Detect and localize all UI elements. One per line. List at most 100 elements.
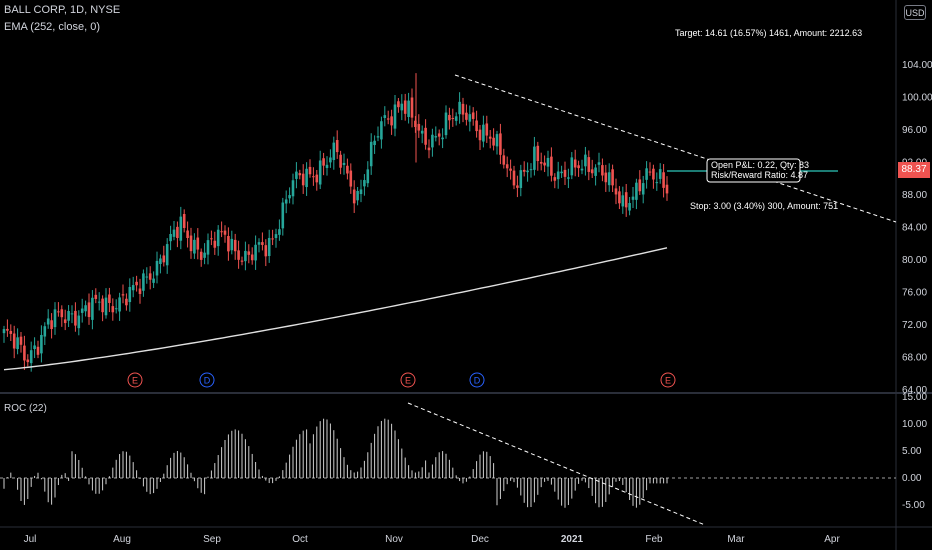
candle [580, 159, 584, 175]
candle [135, 275, 138, 292]
candle [169, 225, 172, 251]
candle [125, 293, 128, 311]
roc-tick-label: 15.00 [902, 392, 927, 403]
candle [322, 152, 325, 176]
candle [240, 256, 244, 266]
candle [624, 183, 628, 217]
candle [176, 221, 179, 248]
candle [492, 128, 495, 151]
candle [652, 164, 655, 189]
candle [189, 227, 193, 259]
candle [104, 288, 108, 319]
time-label: Aug [113, 534, 131, 545]
candle [516, 175, 519, 198]
candle [590, 159, 594, 179]
candle [359, 179, 363, 203]
candle [155, 251, 159, 284]
candle [482, 115, 485, 148]
candle [271, 229, 274, 246]
candle [315, 169, 319, 191]
candle [509, 159, 512, 180]
candle [536, 141, 540, 171]
candle [648, 162, 652, 176]
candle [611, 164, 614, 193]
candle [223, 225, 227, 243]
currency-badge[interactable]: USD [904, 5, 926, 20]
candle [502, 148, 506, 169]
candle [264, 239, 268, 267]
candle [349, 163, 353, 194]
candle [376, 126, 380, 142]
candle [118, 292, 121, 321]
dividend-marker[interactable]: D [199, 372, 215, 388]
candle [152, 271, 155, 288]
candle [80, 298, 84, 323]
candle [298, 169, 302, 180]
candle [213, 231, 217, 255]
dividend-marker[interactable]: D [469, 372, 485, 388]
candle [448, 107, 451, 130]
candle [363, 174, 366, 196]
candle [60, 305, 64, 327]
candle [614, 178, 618, 205]
candle [267, 229, 271, 263]
earnings-marker[interactable]: E [660, 372, 676, 388]
candle [352, 180, 356, 213]
candle [114, 299, 118, 314]
candle [594, 164, 597, 186]
roc-axis[interactable]: 15.00 10.00 5.00 0.00 -5.00 [902, 392, 927, 511]
candle [461, 97, 465, 123]
candle [662, 164, 665, 198]
candle [665, 176, 669, 201]
price-axis[interactable]: 104.00100.0096.0092.0088.0084.0080.0076.… [902, 60, 932, 396]
candle [488, 130, 492, 149]
candle [84, 300, 87, 317]
candle [427, 139, 431, 159]
candle [641, 175, 645, 204]
roc-histogram [3, 418, 668, 508]
candle [128, 278, 132, 312]
candle [400, 94, 404, 121]
candle [621, 186, 625, 214]
candle [172, 221, 176, 241]
candle [550, 147, 553, 182]
earnings-marker[interactable]: E [127, 372, 143, 388]
time-label: Jul [24, 534, 37, 545]
candle [403, 93, 407, 121]
candle [522, 161, 526, 177]
candle [325, 156, 329, 176]
candle [573, 149, 577, 177]
time-axis[interactable]: Jul Aug Sep Oct Nov Dec 2021 Feb Mar Apr [24, 534, 841, 545]
candle [43, 322, 47, 346]
time-label: Apr [824, 534, 840, 545]
candle [193, 233, 196, 259]
time-label: Sep [203, 534, 221, 545]
candle [40, 325, 43, 363]
candle [638, 170, 642, 195]
candle [247, 244, 251, 264]
position-info-box[interactable] [706, 158, 801, 183]
candle [9, 324, 13, 342]
price-trendline[interactable] [454, 74, 897, 223]
candle [308, 159, 312, 178]
ema-legend[interactable]: EMA (252, close, 0) [4, 21, 100, 33]
candle [148, 266, 152, 290]
candle [414, 116, 417, 133]
candle [342, 153, 346, 175]
price-tick-label: 68.00 [902, 353, 927, 364]
candle [434, 126, 438, 142]
candle [284, 190, 288, 214]
symbol-legend[interactable]: BALL CORP, 1D, NYSE [4, 4, 121, 16]
candle [196, 228, 200, 260]
candle [397, 98, 400, 113]
earnings-marker[interactable]: E [400, 372, 416, 388]
candle [288, 187, 291, 204]
candle [203, 243, 206, 265]
candle [142, 269, 145, 297]
roc-trendline[interactable] [407, 402, 706, 526]
candle [305, 162, 308, 196]
candle [356, 187, 359, 206]
time-label: Dec [471, 534, 489, 545]
